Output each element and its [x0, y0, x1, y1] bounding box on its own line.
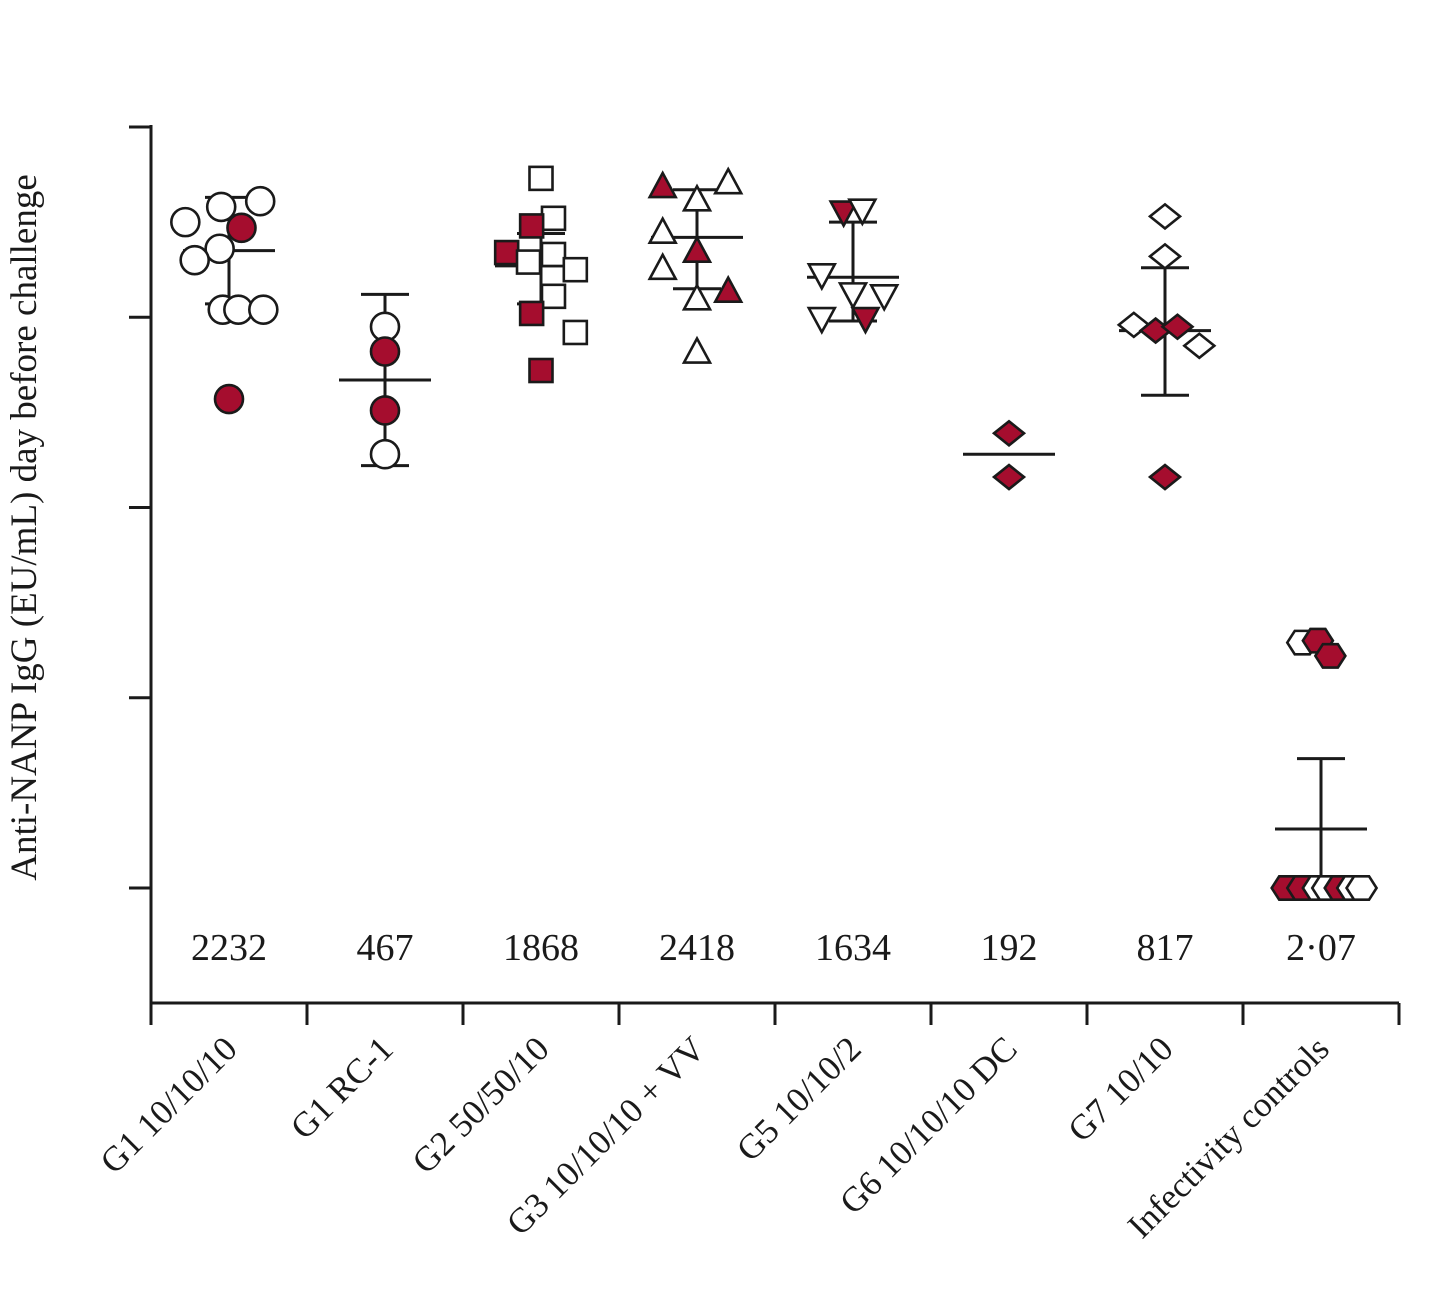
data-point-circle	[248, 294, 279, 325]
axes	[129, 125, 1401, 1025]
data-point-circle	[369, 336, 401, 367]
data-point-triangle-up	[647, 252, 678, 281]
data-point-circle	[369, 438, 401, 470]
data-point-triangle-down	[806, 306, 837, 335]
data-point-triangle-up	[647, 170, 678, 199]
group-value-label: 467	[357, 927, 414, 969]
data-point-square	[518, 213, 545, 239]
data-point-circle	[369, 395, 401, 426]
group-value-label: 2418	[659, 927, 735, 969]
data-point-diamond	[1160, 313, 1195, 341]
data-point-square	[540, 241, 567, 268]
data-point-triangle-up	[681, 183, 713, 212]
data-point-square	[540, 205, 567, 232]
group-value-label: 192	[981, 927, 1038, 969]
data-point-square	[562, 319, 589, 346]
category-label: G1 RC-1	[283, 1029, 401, 1147]
error-bars	[183, 188, 1367, 888]
data-point-diamond	[1147, 242, 1183, 271]
data-point-triangle-up	[713, 166, 744, 195]
category-label: G2 50/50/10	[405, 1029, 557, 1181]
data-point-square	[562, 256, 589, 283]
data-point-triangle-up	[713, 274, 744, 303]
data-point-triangle-up	[681, 234, 713, 264]
data-points	[170, 165, 1379, 901]
data-point-square	[540, 283, 567, 310]
data-point-circle	[205, 191, 237, 223]
data-point-hexagon	[1313, 642, 1347, 669]
category-label: G5 10/10/2	[729, 1029, 869, 1169]
data-point-square	[493, 239, 520, 266]
data-point-square	[518, 300, 545, 327]
data-point-triangle-up	[681, 282, 713, 311]
data-point-diamond	[1182, 332, 1217, 360]
data-point-diamond	[991, 419, 1027, 447]
data-point-circle	[170, 206, 201, 238]
data-point-circle	[179, 244, 210, 276]
group-value-label: 1868	[503, 927, 579, 969]
data-point-circle	[226, 212, 257, 244]
data-point-circle	[213, 383, 245, 415]
data-point-diamond	[1147, 463, 1183, 491]
data-point-triangle-down	[837, 282, 869, 311]
data-point-square	[528, 165, 554, 192]
category-label: G1 10/10/10	[93, 1029, 245, 1181]
data-point-triangle-down	[847, 198, 878, 227]
data-point-circle	[204, 233, 235, 265]
data-point-hexagon	[1345, 875, 1379, 901]
data-point-triangle-up	[681, 335, 713, 364]
group-value-label: 817	[1137, 927, 1194, 969]
data-point-triangle-down	[850, 306, 881, 335]
data-point-diamond	[991, 463, 1027, 491]
group-value-label: 2232	[191, 927, 267, 969]
group-value-label: 2·07	[1286, 927, 1356, 969]
data-point-square	[515, 249, 542, 275]
data-point-triangle-down	[869, 283, 900, 313]
data-point-circle	[244, 185, 276, 217]
data-point-diamond	[1147, 202, 1183, 231]
data-point-square	[528, 357, 554, 384]
data-point-triangle-down	[806, 263, 837, 292]
category-label: G7 10/10	[1060, 1029, 1180, 1149]
data-point-triangle-up	[647, 215, 678, 244]
group-value-label: 1634	[815, 927, 891, 969]
y-axis-label: Anti-NANP IgG (EU/mL) day before challen…	[4, 174, 45, 881]
data-point-triangle-down	[828, 200, 859, 229]
